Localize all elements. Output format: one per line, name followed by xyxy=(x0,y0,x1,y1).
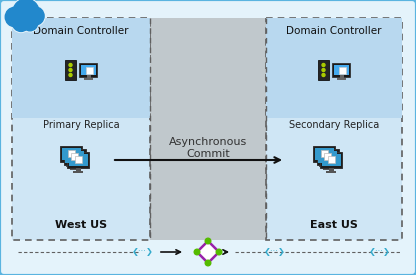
Circle shape xyxy=(194,249,200,255)
Bar xyxy=(327,155,334,163)
Circle shape xyxy=(205,238,211,244)
Bar xyxy=(65,150,84,163)
Bar xyxy=(87,75,91,78)
Bar xyxy=(60,146,82,162)
Bar xyxy=(66,165,76,167)
Text: ❮···❯: ❮···❯ xyxy=(132,248,154,257)
Bar xyxy=(74,155,82,163)
Bar xyxy=(65,60,76,80)
Bar xyxy=(75,168,81,171)
Circle shape xyxy=(205,260,211,266)
Circle shape xyxy=(22,15,38,31)
Bar xyxy=(73,171,83,173)
Bar xyxy=(314,147,334,160)
Bar xyxy=(340,75,344,78)
Bar xyxy=(67,150,74,156)
Bar xyxy=(86,67,92,73)
Bar xyxy=(318,60,329,80)
Text: ❮···❯: ❮···❯ xyxy=(369,248,391,257)
Circle shape xyxy=(25,6,45,26)
Bar xyxy=(62,147,81,160)
Bar xyxy=(319,165,329,167)
FancyBboxPatch shape xyxy=(266,18,402,240)
Bar xyxy=(325,165,330,168)
Bar xyxy=(67,152,89,168)
Bar xyxy=(150,18,266,240)
Bar xyxy=(64,149,86,165)
FancyBboxPatch shape xyxy=(12,18,150,240)
Circle shape xyxy=(69,64,72,67)
Bar xyxy=(337,78,346,80)
Bar xyxy=(84,78,93,80)
Bar xyxy=(332,63,350,77)
Bar xyxy=(334,65,349,75)
Text: Secondary Replica: Secondary Replica xyxy=(289,120,379,130)
Text: ❮···❯: ❮···❯ xyxy=(264,248,286,257)
Bar xyxy=(318,150,337,163)
Polygon shape xyxy=(197,241,219,263)
Bar xyxy=(12,18,150,118)
Text: Domain Controller: Domain Controller xyxy=(33,26,129,36)
Text: West US: West US xyxy=(55,220,107,230)
Circle shape xyxy=(4,6,26,28)
Bar xyxy=(322,168,332,170)
Bar xyxy=(339,67,346,73)
Circle shape xyxy=(322,73,325,76)
Bar xyxy=(72,165,77,168)
Text: East US: East US xyxy=(310,220,358,230)
Bar xyxy=(71,153,78,159)
Bar xyxy=(317,149,339,165)
Bar xyxy=(326,171,336,173)
Bar xyxy=(69,153,87,166)
Circle shape xyxy=(322,68,325,72)
Bar xyxy=(320,150,327,156)
Bar xyxy=(81,65,96,75)
Circle shape xyxy=(69,73,72,76)
Bar xyxy=(322,153,341,166)
Bar xyxy=(322,162,327,165)
Circle shape xyxy=(13,0,39,25)
Circle shape xyxy=(26,7,44,25)
Bar xyxy=(79,63,97,77)
Circle shape xyxy=(69,68,72,72)
Text: Primary Replica: Primary Replica xyxy=(43,120,119,130)
Bar xyxy=(266,18,402,118)
Text: Domain Controller: Domain Controller xyxy=(286,26,382,36)
Text: Asynchronous
Commit: Asynchronous Commit xyxy=(169,137,247,159)
Circle shape xyxy=(12,15,30,31)
Bar xyxy=(324,153,331,159)
Bar xyxy=(313,146,335,162)
Bar xyxy=(69,168,79,170)
Circle shape xyxy=(12,13,30,32)
Bar xyxy=(320,152,342,168)
Circle shape xyxy=(21,14,39,32)
Circle shape xyxy=(5,7,25,27)
Circle shape xyxy=(322,64,325,67)
Circle shape xyxy=(216,249,222,255)
Bar xyxy=(329,168,334,171)
Circle shape xyxy=(12,0,40,26)
Bar xyxy=(69,162,74,165)
